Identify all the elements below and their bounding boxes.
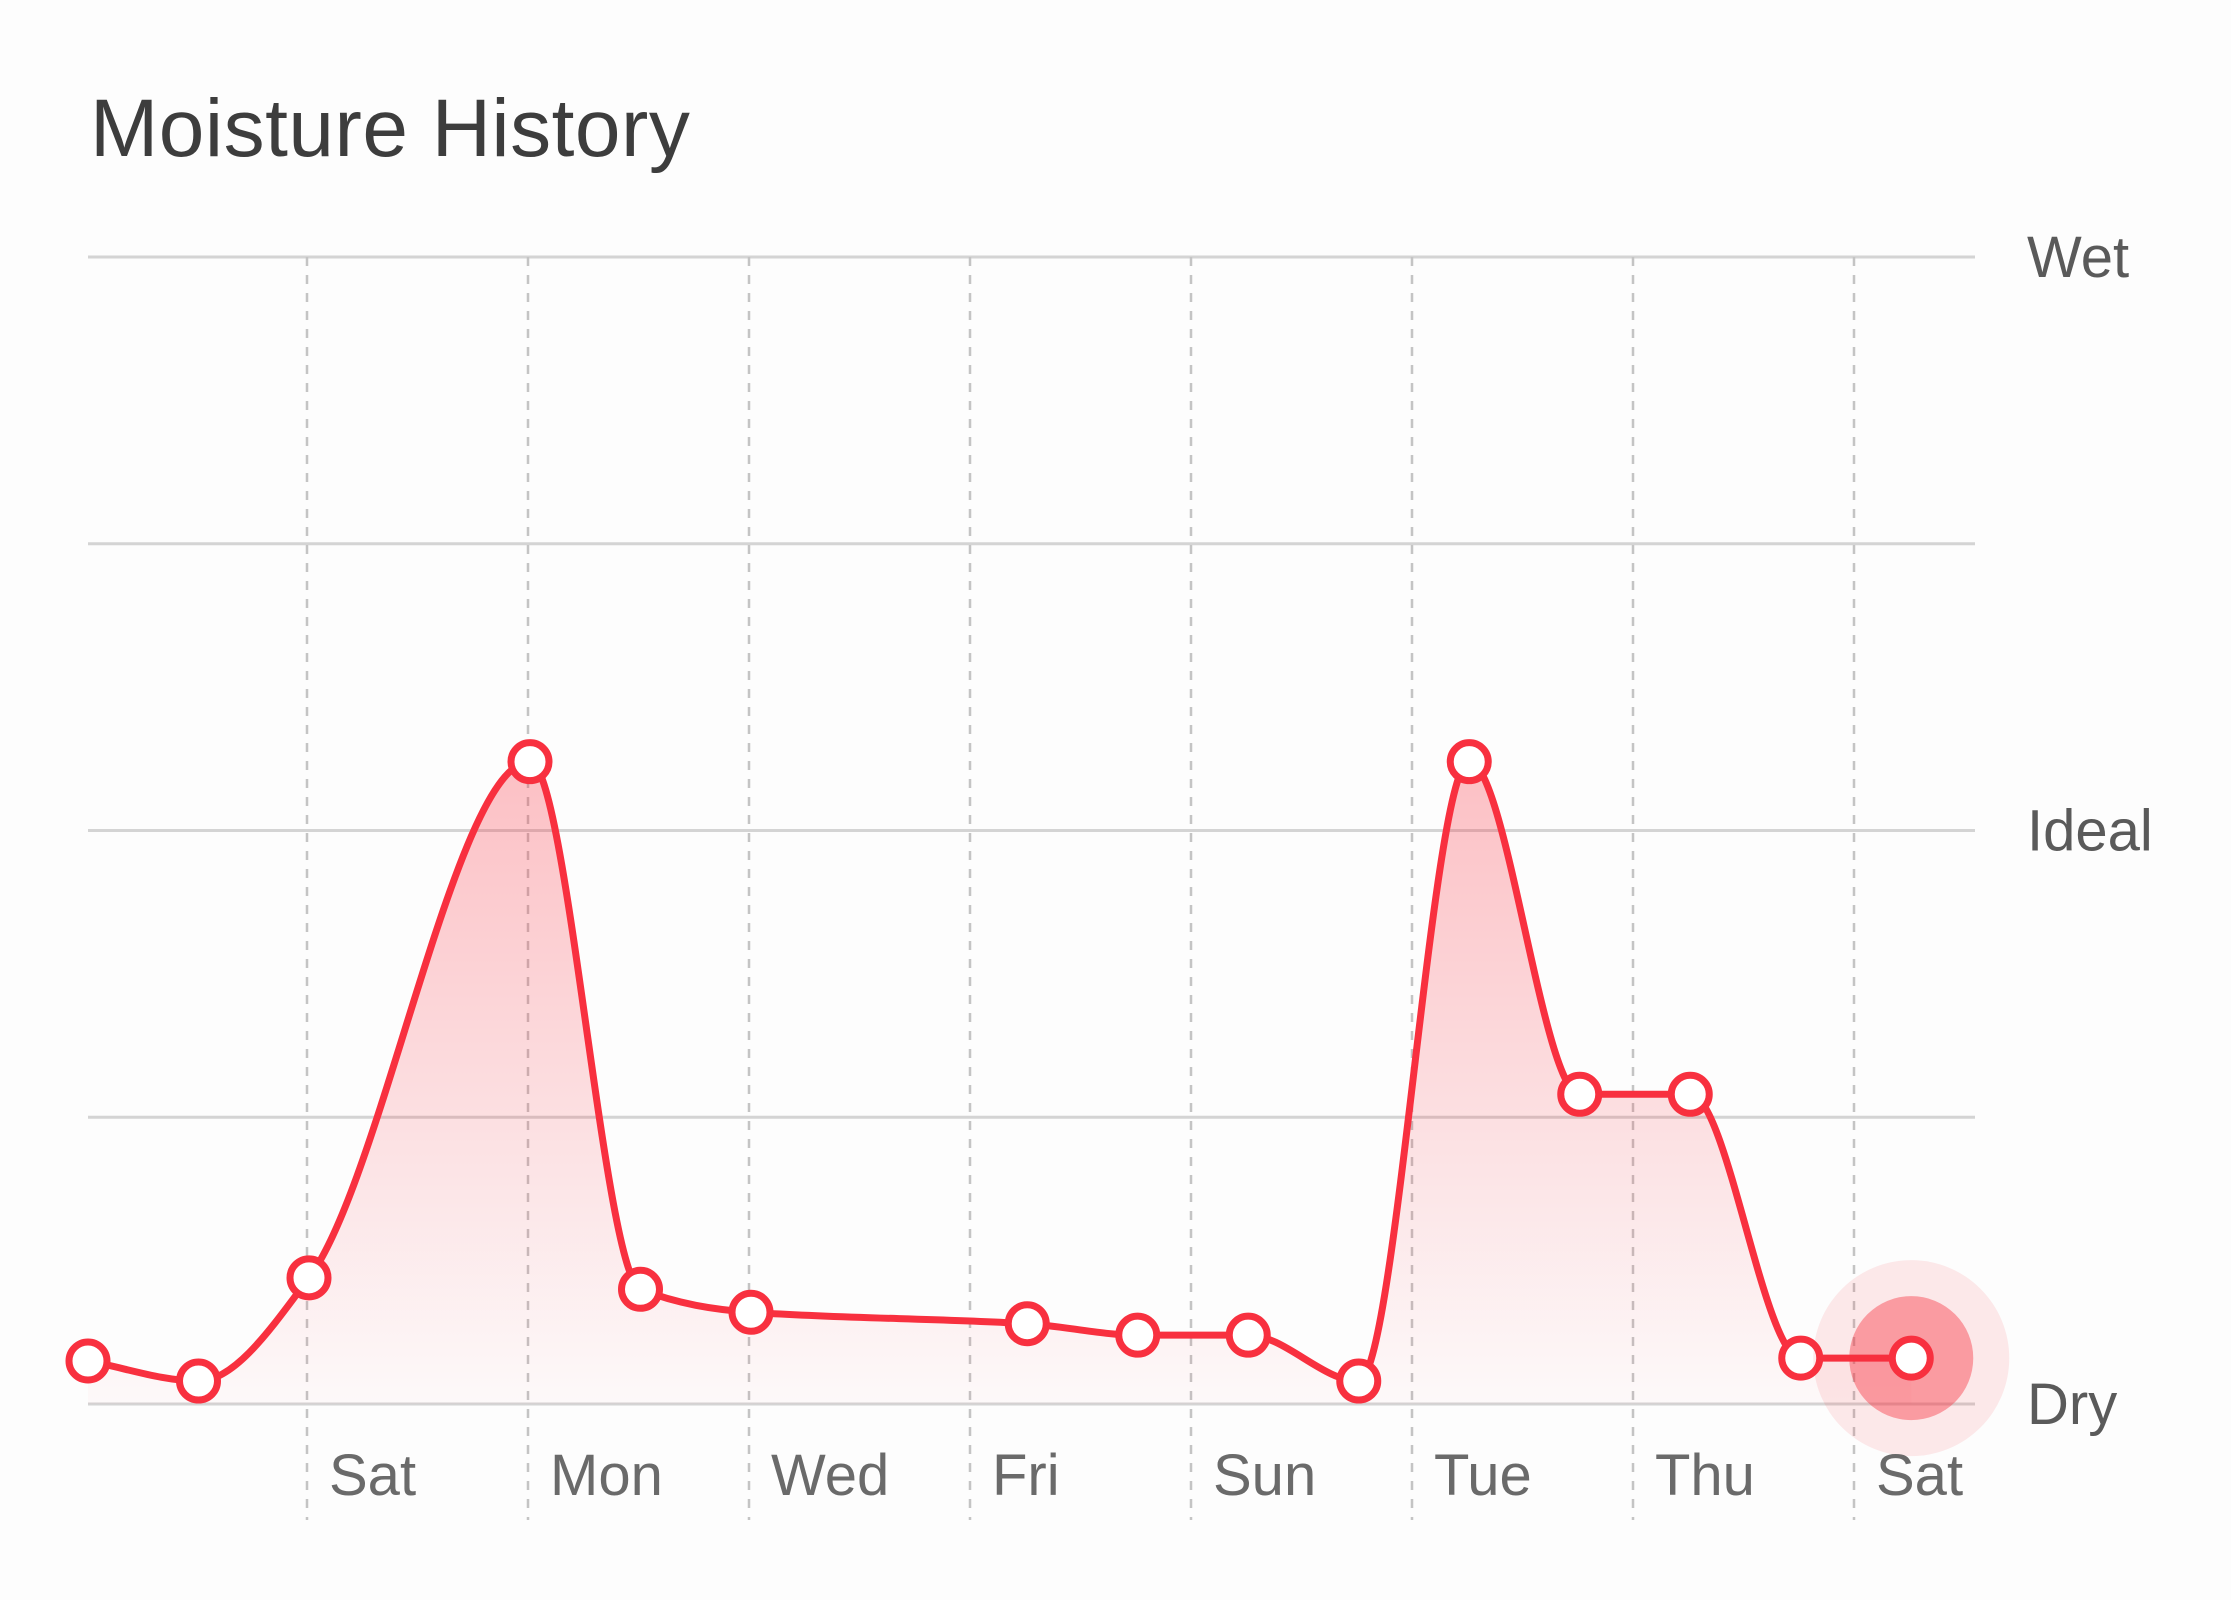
data-point[interactable] [507,739,553,785]
x-tick-label: Wed [771,1443,889,1508]
x-tick-label: Sun [1213,1443,1316,1508]
data-point[interactable] [65,1338,111,1384]
data-point[interactable] [1336,1358,1382,1404]
data-point[interactable] [1667,1071,1713,1117]
x-tick-label: Tue [1434,1443,1532,1508]
data-point[interactable] [176,1358,221,1404]
x-tick-label: Sat [329,1443,416,1508]
data-point[interactable] [1115,1312,1161,1358]
data-point[interactable] [1446,739,1492,785]
x-tick-label: Fri [992,1443,1060,1508]
y-level-label: Dry [2027,1372,2117,1437]
y-level-label: Ideal [2027,799,2153,864]
data-point[interactable] [1004,1301,1050,1347]
chart-title: Moisture History [90,83,691,174]
data-point[interactable] [286,1255,332,1301]
data-point[interactable] [618,1266,663,1312]
data-point[interactable] [728,1289,774,1335]
data-point[interactable] [1778,1335,1824,1381]
x-tick-label: Mon [550,1443,663,1508]
y-level-label: Wet [2027,225,2129,290]
current-data-point[interactable] [1888,1335,1934,1381]
moisture-area [88,761,1912,1404]
x-tick-label: Thu [1655,1443,1755,1508]
data-point[interactable] [1557,1071,1603,1117]
data-point[interactable] [1225,1312,1271,1358]
x-tick-label: Sat [1876,1443,1963,1508]
